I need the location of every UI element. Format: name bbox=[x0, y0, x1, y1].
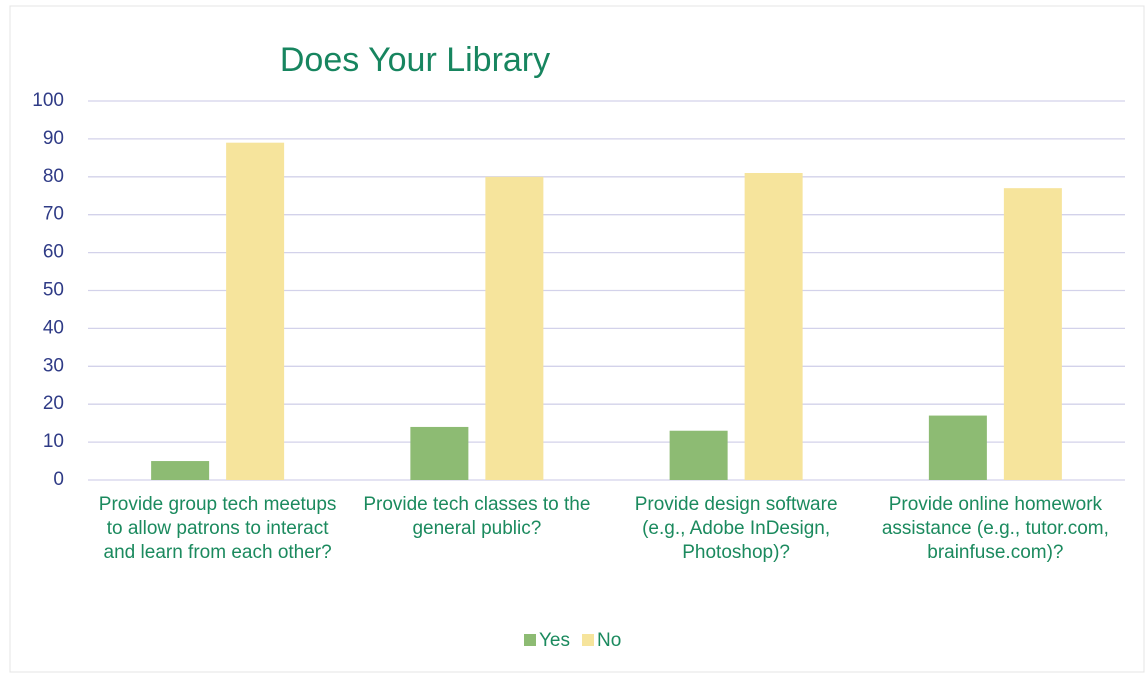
y-tick-label: 50 bbox=[43, 280, 64, 301]
legend-swatch bbox=[524, 634, 536, 646]
x-tick-label: Provide tech classes to the general publ… bbox=[363, 494, 591, 539]
x-tick-label: Provide group tech meetups to allow patr… bbox=[98, 494, 337, 563]
y-tick-label: 70 bbox=[43, 204, 64, 225]
y-tick-label: 30 bbox=[43, 355, 64, 376]
y-tick-label: 40 bbox=[43, 317, 64, 338]
y-tick-label: 0 bbox=[53, 469, 64, 490]
bar bbox=[669, 430, 728, 480]
y-tick-label: 90 bbox=[43, 128, 64, 149]
y-tick-label: 10 bbox=[43, 431, 64, 452]
bar bbox=[151, 461, 210, 480]
legend-label: Yes bbox=[539, 630, 570, 651]
chart-title: Does Your Library bbox=[280, 41, 550, 79]
bar bbox=[1003, 188, 1062, 481]
bar bbox=[410, 426, 469, 480]
legend-swatch bbox=[582, 634, 594, 646]
y-tick-label: 80 bbox=[43, 166, 64, 187]
bar bbox=[226, 142, 285, 480]
bar bbox=[744, 173, 803, 480]
legend-label: No bbox=[597, 630, 621, 651]
x-tick-label: Provide online homework assistance (e.g.… bbox=[881, 494, 1109, 563]
bar bbox=[928, 415, 987, 480]
y-tick-label: 20 bbox=[43, 393, 64, 414]
y-tick-label: 100 bbox=[32, 90, 64, 111]
x-tick-label: Provide design software (e.g., Adobe InD… bbox=[634, 494, 838, 563]
chart-border bbox=[9, 5, 1145, 673]
bar bbox=[485, 176, 544, 481]
y-tick-label: 60 bbox=[43, 242, 64, 263]
